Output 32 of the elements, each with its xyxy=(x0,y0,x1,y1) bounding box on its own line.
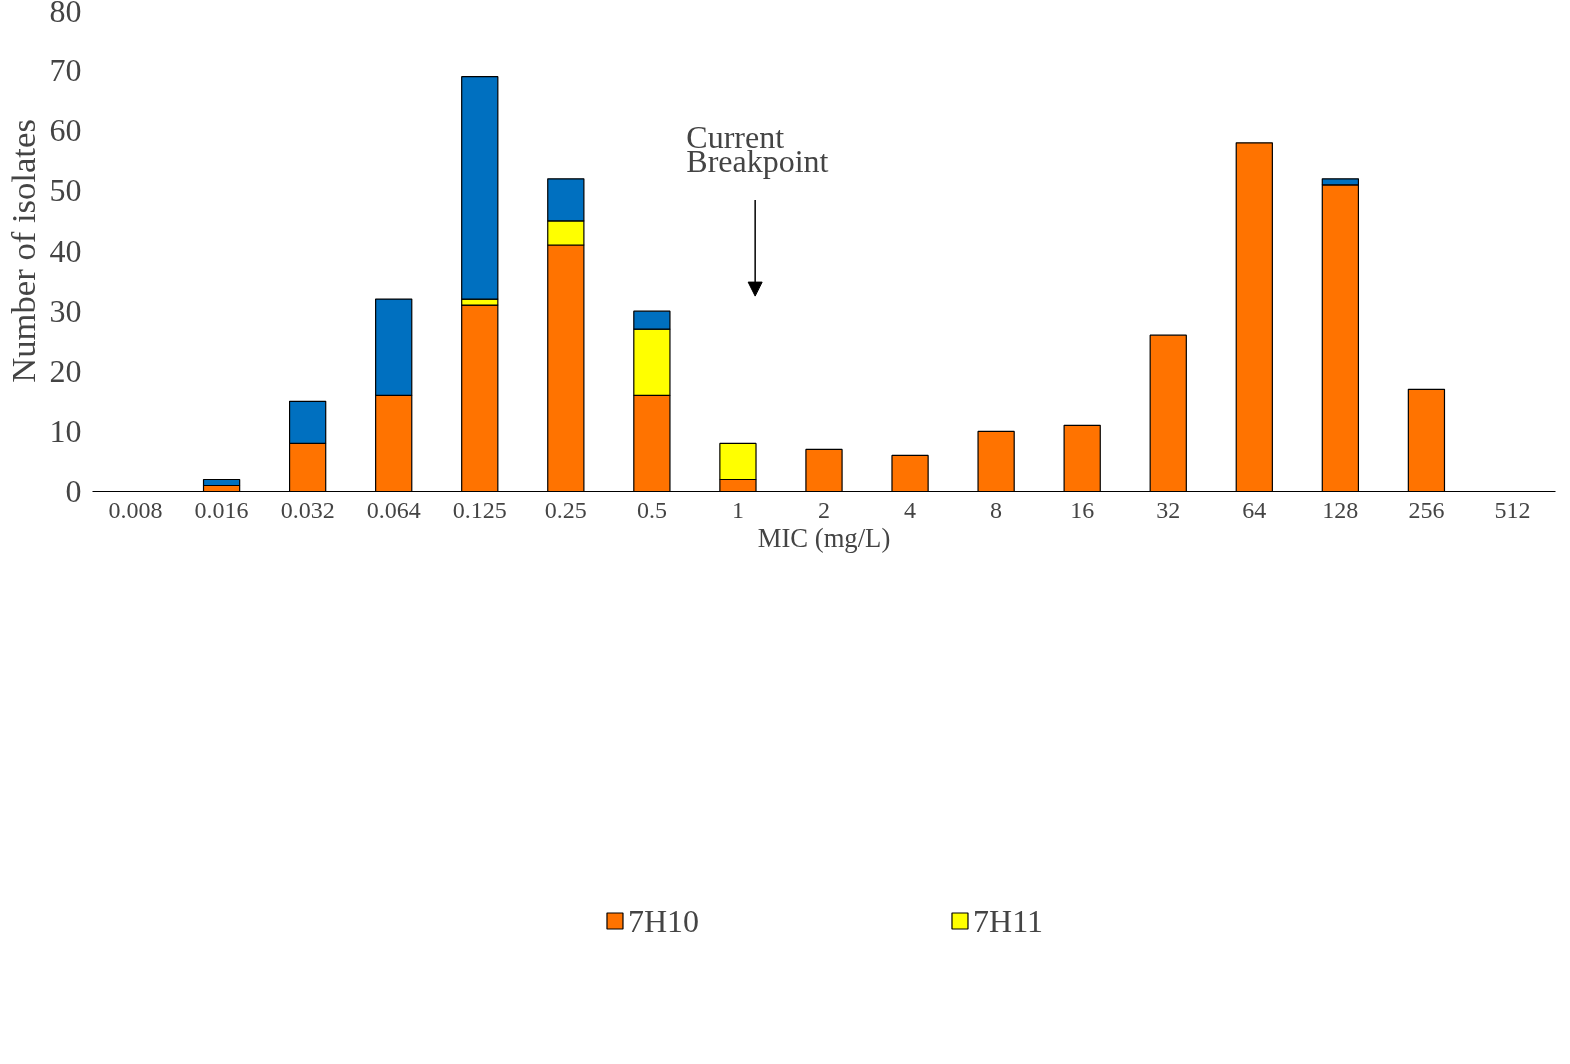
x-tick-label: 0.25 xyxy=(544,496,587,523)
x-axis-title: MIC (mg/L) xyxy=(757,522,891,553)
y-tick-label: 10 xyxy=(49,412,82,449)
x-tick-label: 16 xyxy=(1070,496,1095,523)
x-tick-label: 32 xyxy=(1156,496,1181,523)
y-tick-label: 30 xyxy=(49,292,82,329)
x-tick-label: 256 xyxy=(1408,496,1445,523)
x-tick-label: 64 xyxy=(1242,496,1267,523)
x-tick-label: 0.016 xyxy=(194,496,249,523)
y-tick-label: 40 xyxy=(49,232,82,269)
y-axis-title: Number of isolates xyxy=(3,119,42,383)
y-tick-label: 20 xyxy=(49,352,82,389)
x-tick-label: 0.064 xyxy=(366,496,421,523)
legend-label: 7H11 xyxy=(973,902,1044,940)
x-tick-label: 128 xyxy=(1322,496,1359,523)
x-tick-label: 0.125 xyxy=(452,496,507,523)
x-tick-label: 0.5 xyxy=(636,496,667,523)
legend-label: 7H10 xyxy=(627,902,700,940)
annotation: Current Breakpoint xyxy=(686,118,829,179)
x-tick-label: 2 xyxy=(818,496,830,523)
x-tick-label: 1 xyxy=(731,496,744,523)
x-tick-label: 4 xyxy=(904,496,917,523)
y-tick-label: 50 xyxy=(49,172,82,209)
x-tick-label: 8 xyxy=(990,496,1003,523)
x-tick-label: 0.008 xyxy=(108,496,163,523)
y-tick-label: 70 xyxy=(49,52,82,89)
x-tick-label: 512 xyxy=(1494,496,1531,523)
y-tick-label: 80 xyxy=(49,0,82,29)
bar xyxy=(202,478,241,487)
x-tick-label: 0.032 xyxy=(280,496,335,523)
y-tick-label: 60 xyxy=(49,112,82,149)
y-tick-label: 0 xyxy=(65,473,82,509)
